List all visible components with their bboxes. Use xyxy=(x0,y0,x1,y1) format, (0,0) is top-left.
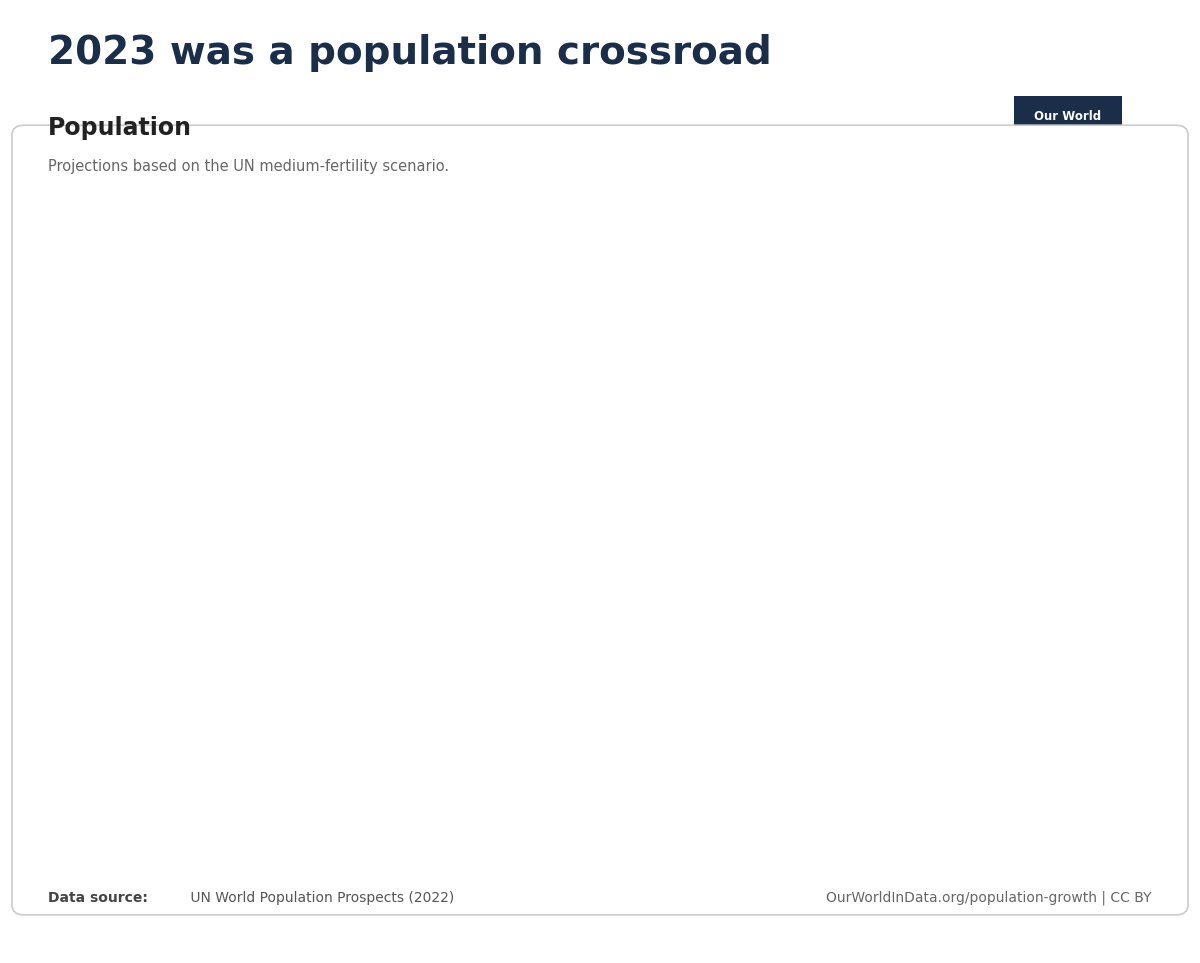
Text: OurWorldInData.org/population-growth | CC BY: OurWorldInData.org/population-growth | C… xyxy=(827,891,1152,905)
Text: 2023 was a population crossroad: 2023 was a population crossroad xyxy=(48,34,772,71)
Text: China: China xyxy=(1039,733,1091,750)
Text: Population: Population xyxy=(48,116,192,140)
Text: UN World Population Prospects (2022): UN World Population Prospects (2022) xyxy=(186,891,455,905)
Text: in Data: in Data xyxy=(1044,130,1092,143)
Text: India: India xyxy=(1039,650,1085,668)
Text: Data source:: Data source: xyxy=(48,891,148,905)
Text: Our World: Our World xyxy=(1034,110,1102,123)
Text: Projections based on the UN medium-fertility scenario.: Projections based on the UN medium-ferti… xyxy=(48,159,449,174)
Text: Africa: Africa xyxy=(1039,282,1094,300)
